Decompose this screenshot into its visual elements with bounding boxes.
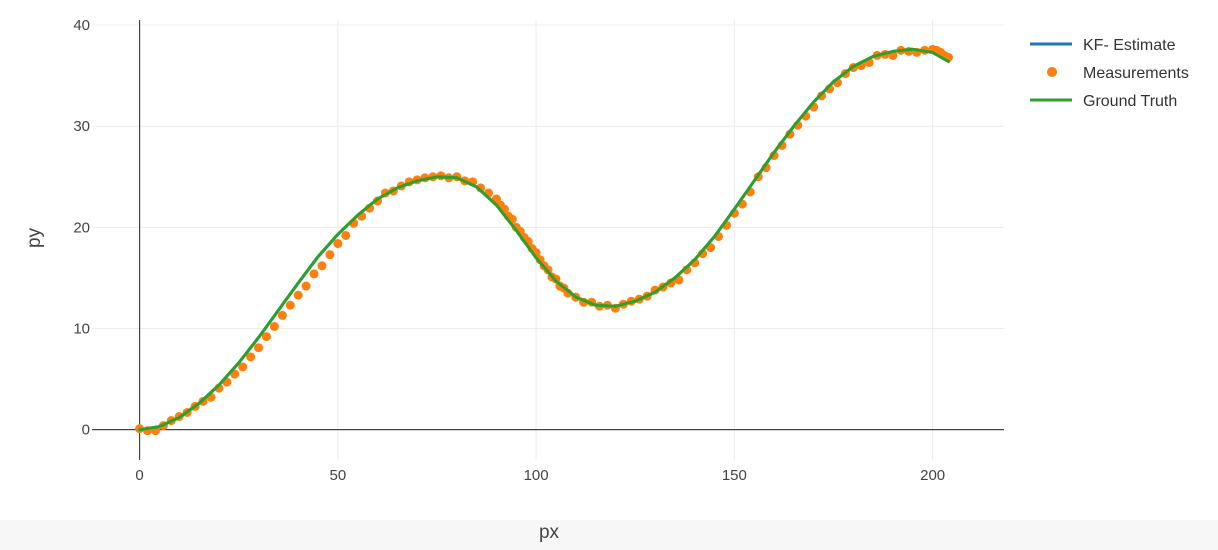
bottom-band	[0, 520, 1218, 550]
series-line-kf-estimate	[138, 47, 950, 432]
measurement-point	[238, 362, 248, 372]
y-tick-label: 20	[73, 219, 90, 236]
measurement-point	[293, 290, 303, 300]
measurement-point	[254, 343, 264, 353]
legend-swatch-measurements	[1047, 67, 1057, 77]
measurement-point	[325, 250, 335, 260]
y-tick-label: 0	[82, 422, 90, 439]
measurement-point	[269, 321, 279, 331]
legend[interactable]: KF- Estimate Measurements Ground Truth	[1030, 37, 1189, 110]
y-tick-label: 30	[73, 118, 90, 135]
legend-label-kf-estimate[interactable]: KF- Estimate	[1083, 37, 1176, 54]
grid-layer	[92, 20, 1004, 460]
series-layer	[135, 44, 953, 436]
series-line-ground-truth	[138, 47, 950, 432]
measurement-point	[285, 300, 295, 310]
measurement-point	[317, 261, 327, 271]
x-tick-label: 200	[920, 467, 945, 484]
x-axis-title: px	[539, 522, 560, 543]
measurement-point	[341, 230, 351, 240]
measurement-point	[246, 352, 256, 362]
x-tick-label: 50	[329, 467, 346, 484]
legend-label-ground-truth[interactable]: Ground Truth	[1083, 93, 1177, 110]
measurement-point	[261, 332, 271, 342]
x-tick-label: 150	[722, 467, 747, 484]
axis-layer: 0 50 100 150 200 0 10 20 30 40	[73, 17, 1004, 484]
measurement-point	[301, 281, 311, 291]
x-tick-label: 100	[524, 467, 549, 484]
legend-label-measurements[interactable]: Measurements	[1083, 65, 1189, 82]
measurement-point	[277, 310, 287, 320]
y-tick-label: 40	[73, 17, 90, 34]
x-tick-label: 0	[135, 467, 143, 484]
measurement-point	[309, 269, 319, 279]
measurement-point	[333, 239, 343, 249]
y-axis-title: py	[24, 227, 45, 248]
y-tick-label: 10	[73, 321, 90, 338]
